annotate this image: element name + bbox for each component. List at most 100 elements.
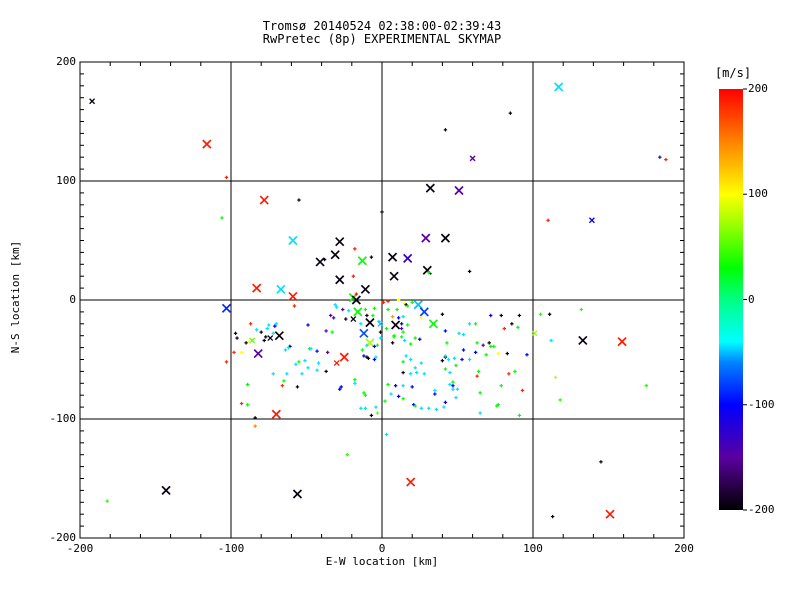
data-point [405, 323, 410, 327]
data-point [384, 326, 389, 331]
data-point [345, 453, 349, 457]
data-point [467, 357, 472, 362]
x-mark [419, 307, 429, 317]
data-point [351, 274, 356, 278]
data-point [421, 233, 431, 243]
data-point [475, 341, 479, 345]
data-point [425, 183, 435, 193]
data-point [324, 329, 328, 333]
data-point [454, 395, 458, 400]
data-point [443, 400, 448, 405]
data-point [331, 316, 336, 320]
data-point [335, 237, 345, 247]
data-point [558, 398, 562, 402]
colorbar-tick-label: -200 [748, 503, 775, 516]
data-point [366, 356, 371, 361]
data-point [461, 332, 466, 337]
data-point [288, 291, 298, 302]
data-point [239, 401, 244, 406]
data-point [399, 335, 404, 339]
data-point [359, 322, 363, 326]
data-point [473, 322, 478, 326]
data-point [401, 330, 405, 334]
data-point [401, 370, 405, 375]
data-point [455, 387, 460, 391]
data-point [401, 397, 405, 401]
data-point [245, 403, 250, 407]
data-point [395, 307, 399, 312]
plot-title: Tromsø 20140524 02:38:00-02:39:43 [262, 19, 502, 33]
data-point [517, 313, 522, 318]
x-tick-label: 100 [523, 542, 543, 555]
data-point [531, 330, 538, 337]
data-point [525, 353, 529, 357]
data-point [443, 128, 448, 132]
data-point [408, 372, 413, 376]
colorbar-gradient [719, 89, 743, 510]
x-mark [339, 352, 349, 362]
data-point [221, 303, 232, 313]
data-point [451, 387, 455, 391]
data-point [300, 372, 304, 376]
data-point [262, 338, 266, 343]
x-mark [267, 335, 274, 342]
x-mark [259, 195, 269, 205]
data-point [374, 355, 378, 359]
grid-layer [80, 62, 684, 538]
data-point [454, 185, 464, 196]
data-point [448, 370, 452, 375]
data-point [451, 383, 455, 388]
x-mark [428, 319, 438, 329]
data-point [452, 356, 457, 361]
data-point [399, 326, 404, 331]
x-mark [353, 307, 363, 317]
data-point [354, 292, 359, 296]
data-point [487, 341, 491, 345]
data-point [369, 413, 374, 418]
data-point [259, 195, 269, 205]
data-point [330, 330, 334, 334]
data-point [550, 514, 555, 519]
data-point [360, 348, 365, 352]
x-mark [389, 271, 399, 281]
data-point [377, 320, 384, 327]
data-point [232, 350, 236, 355]
x-tick-label: -100 [217, 542, 245, 555]
data-point [288, 235, 298, 246]
data-point [338, 387, 342, 391]
data-point [446, 357, 451, 362]
data-point [489, 344, 493, 349]
x-mark [360, 284, 370, 294]
data-point [315, 349, 319, 353]
data-point [295, 385, 300, 389]
data-point [445, 341, 449, 345]
x-mark [531, 330, 538, 337]
data-point [359, 328, 369, 338]
data-point [276, 284, 286, 294]
data-point [502, 326, 507, 331]
data-point [324, 369, 328, 374]
x-mark [292, 489, 303, 499]
data-point [553, 375, 558, 380]
x-mark [335, 275, 345, 285]
x-mark [406, 477, 416, 487]
data-point [386, 382, 390, 387]
data-point [484, 353, 488, 357]
data-point [507, 372, 511, 376]
x-mark [359, 328, 369, 338]
data-point [454, 363, 458, 368]
data-point [419, 406, 423, 410]
axes-layer [79, 61, 685, 539]
data-point [362, 354, 366, 358]
data-point [239, 350, 244, 355]
x-mark [422, 265, 432, 275]
data-point [363, 307, 368, 312]
data-point [333, 303, 337, 307]
data-point [467, 269, 472, 274]
data-point [510, 322, 514, 326]
data-point [306, 366, 310, 370]
data-point [365, 318, 375, 328]
data-point [644, 383, 648, 388]
data-point [443, 367, 448, 371]
